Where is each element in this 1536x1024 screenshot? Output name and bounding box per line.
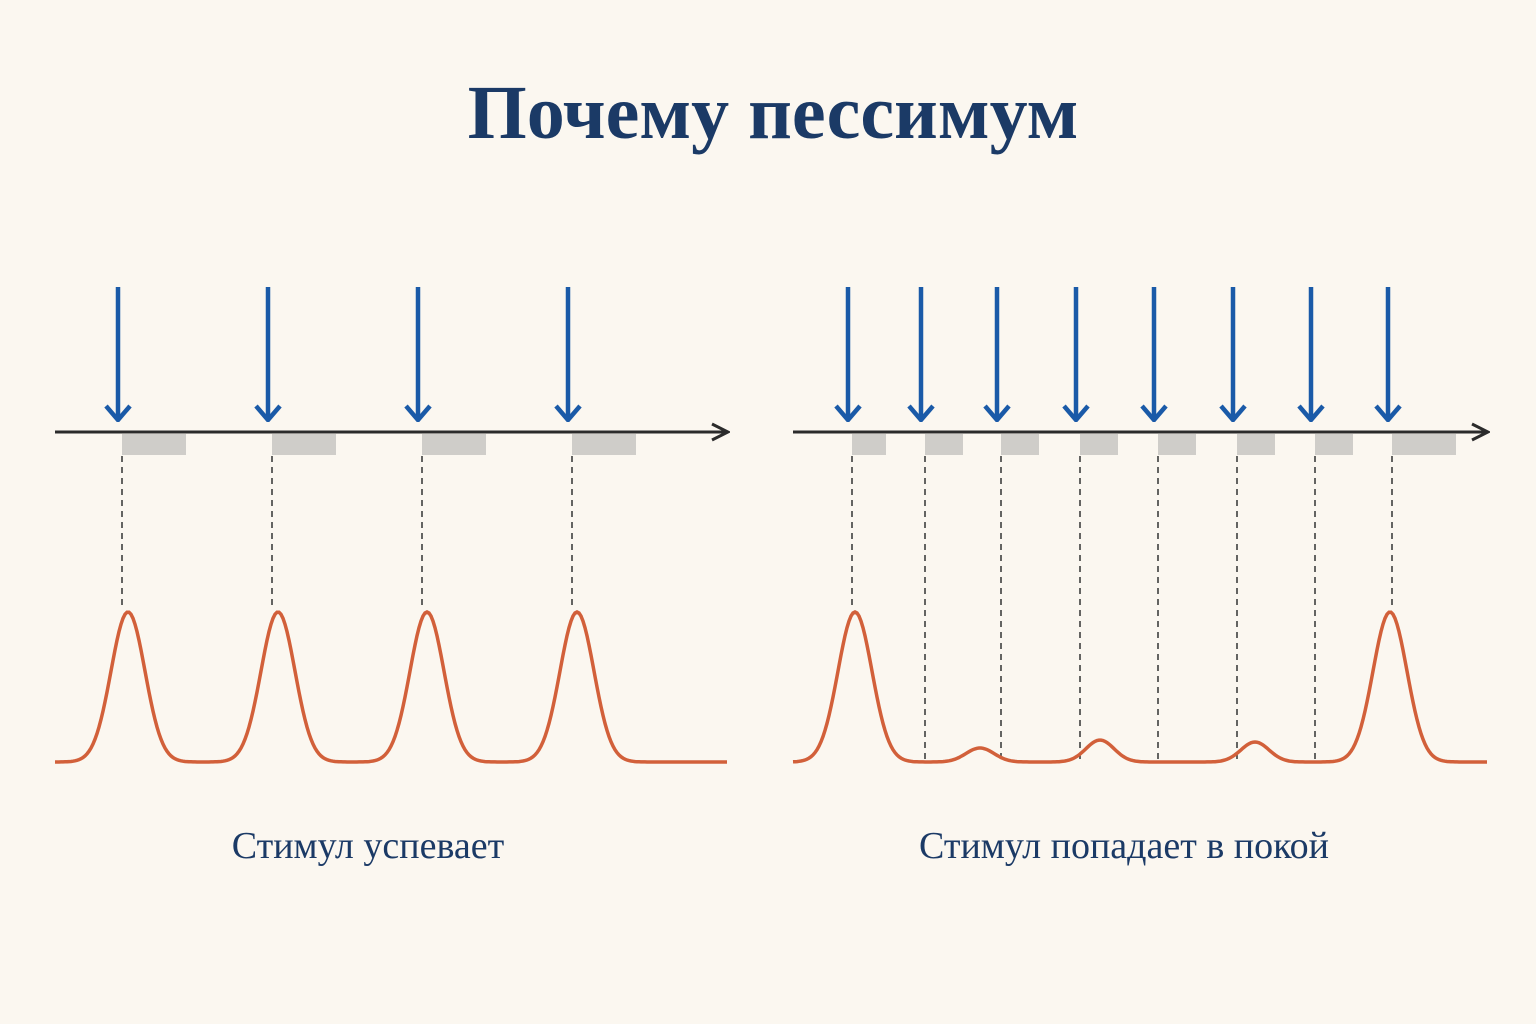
- refractory-block: [1001, 434, 1039, 455]
- refractory-block: [122, 434, 186, 455]
- response-curve: [792, 610, 1487, 764]
- title: Почему пессимум: [468, 71, 1079, 155]
- refractory-block: [1315, 434, 1353, 455]
- refractory-block: [1158, 434, 1196, 455]
- refractory-block: [852, 434, 886, 455]
- refractory-block: [272, 434, 336, 455]
- caption: Стимул попадает в покой: [919, 825, 1329, 867]
- refractory-block: [1392, 434, 1456, 455]
- caption: Стимул успевает: [232, 825, 505, 867]
- response-curve: [55, 610, 727, 764]
- refractory-block: [925, 434, 963, 455]
- refractory-block: [1080, 434, 1118, 455]
- refractory-block: [422, 434, 486, 455]
- refractory-block: [572, 434, 636, 455]
- refractory-block: [1237, 434, 1275, 455]
- drawing: [55, 287, 1488, 764]
